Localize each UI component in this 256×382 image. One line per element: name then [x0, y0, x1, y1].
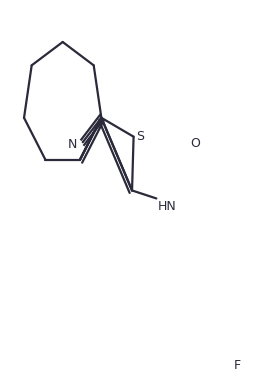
Text: HN: HN — [158, 201, 176, 214]
Text: N: N — [68, 138, 78, 151]
Text: O: O — [190, 138, 200, 151]
Text: F: F — [233, 359, 241, 372]
Text: S: S — [136, 130, 144, 143]
